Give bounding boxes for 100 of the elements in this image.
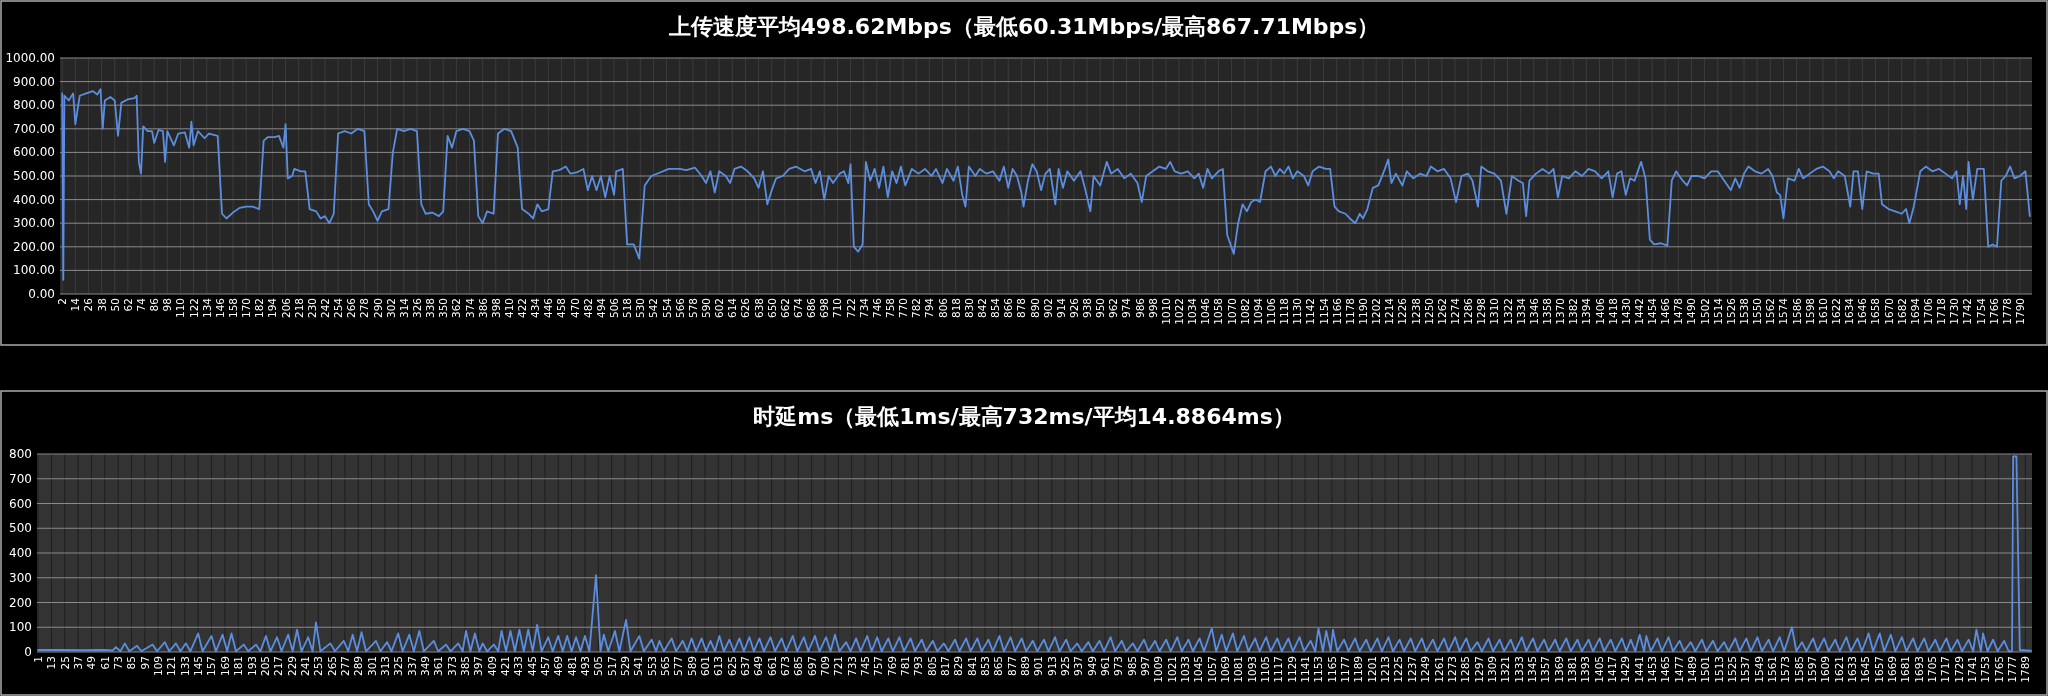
x-tick-label: 170 — [240, 298, 253, 319]
x-tick-label: 1429 — [1619, 656, 1632, 683]
x-tick-label: 505 — [592, 656, 605, 677]
y-tick-label: 400 — [9, 546, 32, 560]
x-tick-label: 158 — [227, 298, 239, 319]
x-tick-label: 181 — [232, 656, 245, 677]
x-tick-label: 86 — [148, 297, 161, 312]
x-tick-label: 1658 — [1869, 298, 1882, 325]
x-tick-label: 913 — [1045, 656, 1058, 677]
x-tick-label: 589 — [685, 656, 698, 677]
x-tick-label: 374 — [463, 297, 476, 319]
x-tick-label: 1765 — [1992, 656, 2005, 683]
x-tick-label: 1274 — [1448, 297, 1461, 325]
x-tick-label: 566 — [673, 297, 686, 319]
x-tick-label: 1 — [32, 656, 45, 663]
x-tick-label: 1597 — [1805, 656, 1818, 683]
x-tick-label: 265 — [325, 656, 338, 677]
x-tick-label: 278 — [358, 298, 371, 319]
x-tick-label: 1190 — [1356, 298, 1369, 325]
x-tick-label: 758 — [883, 298, 896, 319]
x-tick-label: 1010 — [1159, 298, 1172, 325]
x-tick-label: 134 — [200, 297, 213, 319]
x-tick-label: 1285 — [1459, 656, 1472, 683]
x-tick-label: 494 — [594, 297, 607, 319]
x-tick-label: 1609 — [1819, 656, 1832, 683]
x-tick-label: 1309 — [1485, 656, 1498, 683]
x-tick-label: 457 — [538, 656, 551, 677]
x-tick-label: 506 — [608, 297, 621, 319]
x-tick-label: 565 — [658, 656, 671, 677]
x-tick-label: 314 — [397, 297, 410, 319]
x-tick-label: 110 — [174, 298, 187, 319]
x-tick-label: 914 — [1054, 297, 1067, 319]
x-tick-label: 1333 — [1512, 656, 1525, 683]
x-tick-label: 818 — [949, 298, 962, 319]
x-tick-label: 1154 — [1317, 297, 1330, 325]
x-tick-label: 14 — [69, 297, 82, 312]
x-tick-label: 1561 — [1765, 656, 1778, 683]
x-tick-label: 1381 — [1565, 656, 1578, 683]
y-tick-label: 600 — [9, 496, 32, 511]
x-tick-label: 241 — [298, 656, 311, 677]
x-tick-label: 302 — [384, 298, 397, 319]
x-tick-label: 1022 — [1173, 298, 1186, 325]
x-tick-label: 410 — [502, 298, 515, 319]
x-tick-label: 662 — [778, 298, 791, 319]
x-tick-label: 817 — [939, 656, 952, 677]
x-tick-label: 1514 — [1711, 297, 1724, 325]
x-tick-label: 1334 — [1514, 297, 1527, 325]
x-tick-label: 1645 — [1859, 656, 1872, 683]
x-tick-label: 145 — [192, 656, 205, 677]
x-tick-label: 1742 — [1961, 298, 1974, 325]
x-tick-label: 1453 — [1645, 656, 1658, 683]
x-tick-label: 661 — [765, 656, 778, 677]
x-tick-label: 1033 — [1179, 656, 1192, 683]
x-tick-label: 169 — [218, 656, 231, 677]
x-tick-label: 361 — [432, 656, 445, 677]
x-tick-label: 1322 — [1501, 298, 1514, 325]
x-tick-label: 578 — [686, 298, 699, 319]
x-tick-label: 1093 — [1245, 656, 1258, 683]
x-tick-label: 530 — [634, 298, 647, 319]
x-tick-label: 937 — [1072, 656, 1085, 677]
x-tick-label: 229 — [285, 656, 298, 677]
x-tick-label: 1777 — [2005, 656, 2018, 683]
x-tick-label: 481 — [565, 656, 578, 677]
x-tick-label: 409 — [485, 656, 498, 677]
y-tick-label: 1000.00 — [5, 51, 55, 65]
x-tick-label: 1562 — [1764, 298, 1777, 325]
x-tick-label: 553 — [645, 656, 658, 677]
x-tick-label: 1226 — [1396, 297, 1409, 325]
x-tick-label: 1790 — [2013, 298, 2026, 325]
x-tick-label: 1250 — [1422, 298, 1435, 325]
x-tick-label: 746 — [870, 297, 883, 319]
x-tick-label: 1526 — [1724, 297, 1737, 325]
x-tick-label: 338 — [424, 298, 437, 319]
x-tick-label: 1321 — [1499, 656, 1512, 683]
x-tick-label: 1610 — [1816, 298, 1829, 325]
x-tick-label: 1045 — [1192, 656, 1205, 683]
y-tick-label: 500 — [9, 521, 32, 536]
x-tick-label: 1646 — [1856, 297, 1869, 325]
y-tick-label: 800.00 — [13, 98, 55, 113]
x-tick-label: 253 — [312, 656, 325, 677]
x-tick-label: 793 — [912, 656, 925, 677]
x-tick-label: 1214 — [1383, 297, 1396, 325]
x-tick-label: 973 — [1112, 656, 1125, 677]
x-tick-label: 1789 — [2019, 656, 2032, 683]
x-tick-label: 649 — [752, 656, 765, 677]
x-tick-label: 1189 — [1352, 656, 1365, 683]
x-tick-label: 1729 — [1952, 656, 1965, 683]
x-tick-label: 1202 — [1370, 298, 1383, 325]
x-tick-label: 890 — [1028, 298, 1041, 319]
x-tick-label: 541 — [632, 656, 645, 677]
x-tick-label: 277 — [338, 656, 351, 677]
x-tick-label: 1118 — [1278, 298, 1291, 325]
x-tick-label: 13 — [45, 656, 58, 670]
x-tick-label: 1693 — [1912, 656, 1925, 683]
x-tick-label: 1753 — [1979, 656, 1992, 683]
x-tick-label: 878 — [1015, 298, 1028, 319]
x-tick-label: 1225 — [1392, 656, 1405, 683]
x-tick-label: 1298 — [1475, 298, 1488, 325]
x-tick-label: 1501 — [1699, 656, 1712, 683]
x-tick-label: 1238 — [1409, 298, 1422, 325]
